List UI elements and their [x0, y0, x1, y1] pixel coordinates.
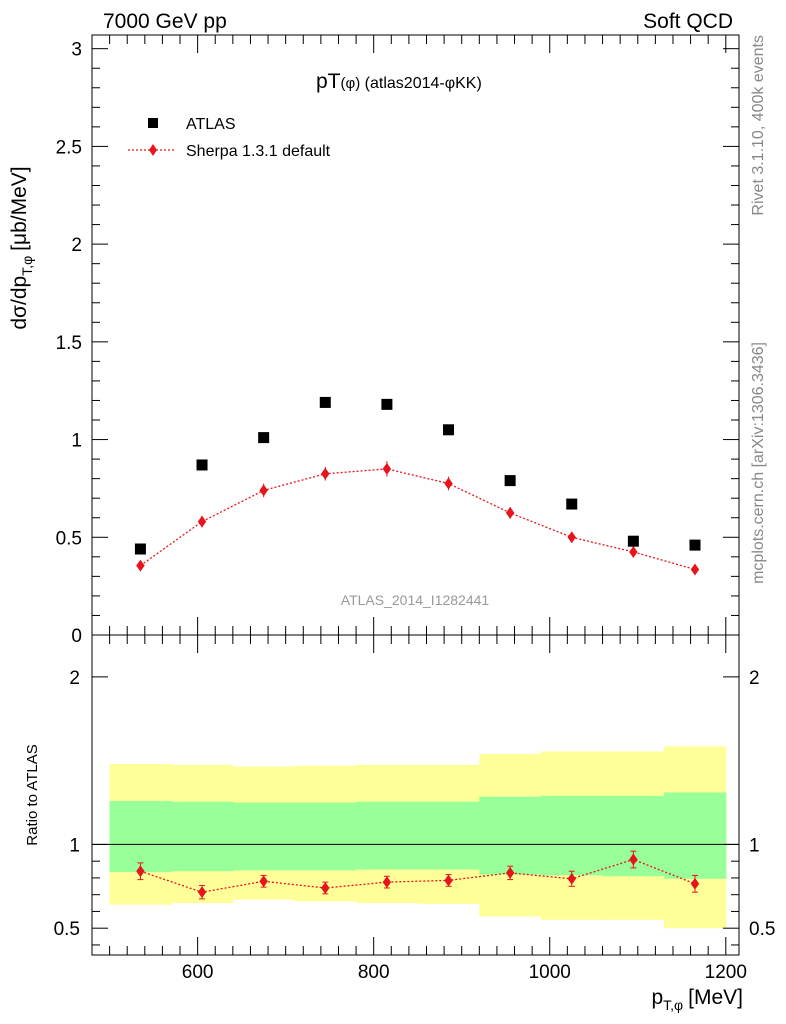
analysis-watermark: ATLAS_2014_I1282441 — [341, 592, 490, 608]
x-tick-label: 800 — [358, 962, 390, 983]
ratio-inner-band — [356, 801, 419, 870]
header-right: Soft QCD — [643, 10, 733, 33]
ratio-y-tick-label-right: 2 — [749, 668, 760, 689]
plot-title-main: pT — [316, 70, 341, 93]
ratio-inner-band — [109, 800, 172, 873]
atlas-point — [196, 459, 208, 471]
ratio-y-tick-label-right: 0.5 — [749, 919, 775, 940]
sherpa-point — [444, 477, 453, 490]
ratio-sherpa-point — [136, 865, 145, 878]
main-x-ticks — [109, 35, 727, 635]
atlas-point — [134, 543, 146, 555]
ratio-y-axis-label: Ratio to ATLAS — [24, 744, 41, 845]
ratio-sherpa-point — [382, 876, 392, 889]
main-panel: 0 0.5 1 1.5 2 2.5 3 pT(φ) (atlas2014-φKK) ATLA… — [8, 34, 740, 647]
x-tick-label: 600 — [182, 962, 214, 983]
main-y-tick-label: 2 — [71, 235, 82, 256]
sherpa-point — [629, 545, 638, 558]
sherpa-point — [567, 531, 576, 544]
main-y-tick-label: 3 — [71, 40, 82, 61]
main-y-tick-label: 0.5 — [56, 528, 82, 549]
ratio-inner-band — [417, 801, 480, 870]
x-axis-label: pT,φ [MeV] — [651, 986, 743, 1013]
ratio-inner-band — [232, 802, 295, 871]
ratio-inner-band — [664, 792, 727, 879]
ratio-inner-band — [171, 801, 234, 872]
plot-title: pT(φ) (atlas2014-φKK) — [316, 70, 482, 93]
main-y-axis-label-unit: [μb/MeV] — [8, 166, 31, 250]
x-tick-label: 1000 — [529, 962, 571, 983]
legend-sherpa-label: Sherpa 1.3.1 default — [186, 143, 331, 160]
ratio-y-tick-label-right: 1 — [749, 835, 760, 856]
legend-atlas-marker — [148, 118, 158, 128]
x-tick-label: 1200 — [705, 962, 747, 983]
x-axis-label-sub: T,φ — [663, 997, 683, 1013]
ratio-panel: 0.5 0.5 1 1 2 2 600 800 1000 1200 Ratio to ATLAS… — [24, 634, 775, 1013]
header-left: 7000 GeV pp — [103, 10, 227, 33]
plot-title-rest: (atlas2014-φKK) — [360, 75, 482, 92]
plot-title-paren: (φ) — [341, 75, 361, 92]
ratio-sherpa-point — [321, 881, 330, 894]
sherpa-point — [505, 506, 515, 519]
x-axis-label-unit: [MeV] — [688, 986, 743, 1009]
legend-sherpa-marker — [149, 144, 157, 156]
atlas-point — [381, 398, 393, 410]
atlas-point — [566, 498, 578, 510]
ratio-panel-frame — [91, 634, 740, 956]
main-y-tick-label: 1.5 — [56, 333, 82, 354]
ratio-sherpa-point — [567, 872, 576, 885]
ratio-inner-band — [479, 796, 542, 875]
main-y-tick-label: 0 — [71, 626, 82, 647]
ratio-sherpa-point — [690, 877, 700, 890]
atlas-point — [258, 432, 270, 444]
atlas-point — [689, 539, 701, 551]
ratio-sherpa-point — [197, 886, 207, 899]
sherpa-point — [259, 484, 268, 497]
ratio-sherpa-point — [259, 875, 268, 888]
atlas-point — [319, 396, 331, 408]
sherpa-point — [690, 563, 700, 576]
sherpa-point — [136, 559, 145, 572]
ratio-x-ticks: 600 800 1000 1200 — [109, 635, 747, 983]
main-y-axis-label-main: dσ/dp — [8, 276, 31, 330]
sherpa-point — [321, 467, 330, 480]
ratio-inner-band — [540, 795, 604, 876]
legend: ATLAS Sherpa 1.3.1 default — [128, 116, 331, 160]
ratio-y-tick-label: 1 — [69, 835, 80, 856]
ratio-sherpa-line — [140, 858, 696, 893]
sherpa-point — [382, 462, 392, 475]
ratio-sherpa-point — [629, 853, 638, 866]
ratio-sherpa-point — [505, 866, 515, 879]
main-y-axis-label-sub: T,φ — [19, 256, 35, 276]
ratio-y-ticks: 0.5 0.5 1 1 2 2 — [54, 668, 775, 946]
main-plot-area — [134, 396, 701, 576]
ratio-y-tick-label: 0.5 — [54, 919, 80, 940]
ratio-sherpa-point — [444, 874, 453, 887]
legend-atlas-label: ATLAS — [186, 116, 236, 133]
rivet-label: Rivet 3.1.10, 400k events — [750, 35, 767, 216]
sherpa-point — [197, 515, 207, 528]
atlas-point — [627, 535, 639, 547]
ratio-y-tick-label: 2 — [69, 668, 80, 689]
main-y-axis-label: dσ/dpT,φ [μb/MeV] — [8, 166, 35, 329]
atlas-point — [504, 475, 516, 487]
main-y-tick-label: 2.5 — [56, 137, 82, 158]
ratio-inner-band — [294, 802, 357, 871]
main-y-tick-label: 1 — [71, 431, 82, 452]
sherpa-line — [140, 468, 696, 571]
x-axis-label-main: p — [651, 986, 663, 1009]
ratio-plot-area — [92, 746, 739, 929]
atlas-point — [443, 424, 455, 436]
main-y-ticks: 0 0.5 1 1.5 2 2.5 3 — [56, 40, 739, 647]
mcplots-label: mcplots.cern.ch [arXiv:1306.3436] — [750, 342, 767, 584]
